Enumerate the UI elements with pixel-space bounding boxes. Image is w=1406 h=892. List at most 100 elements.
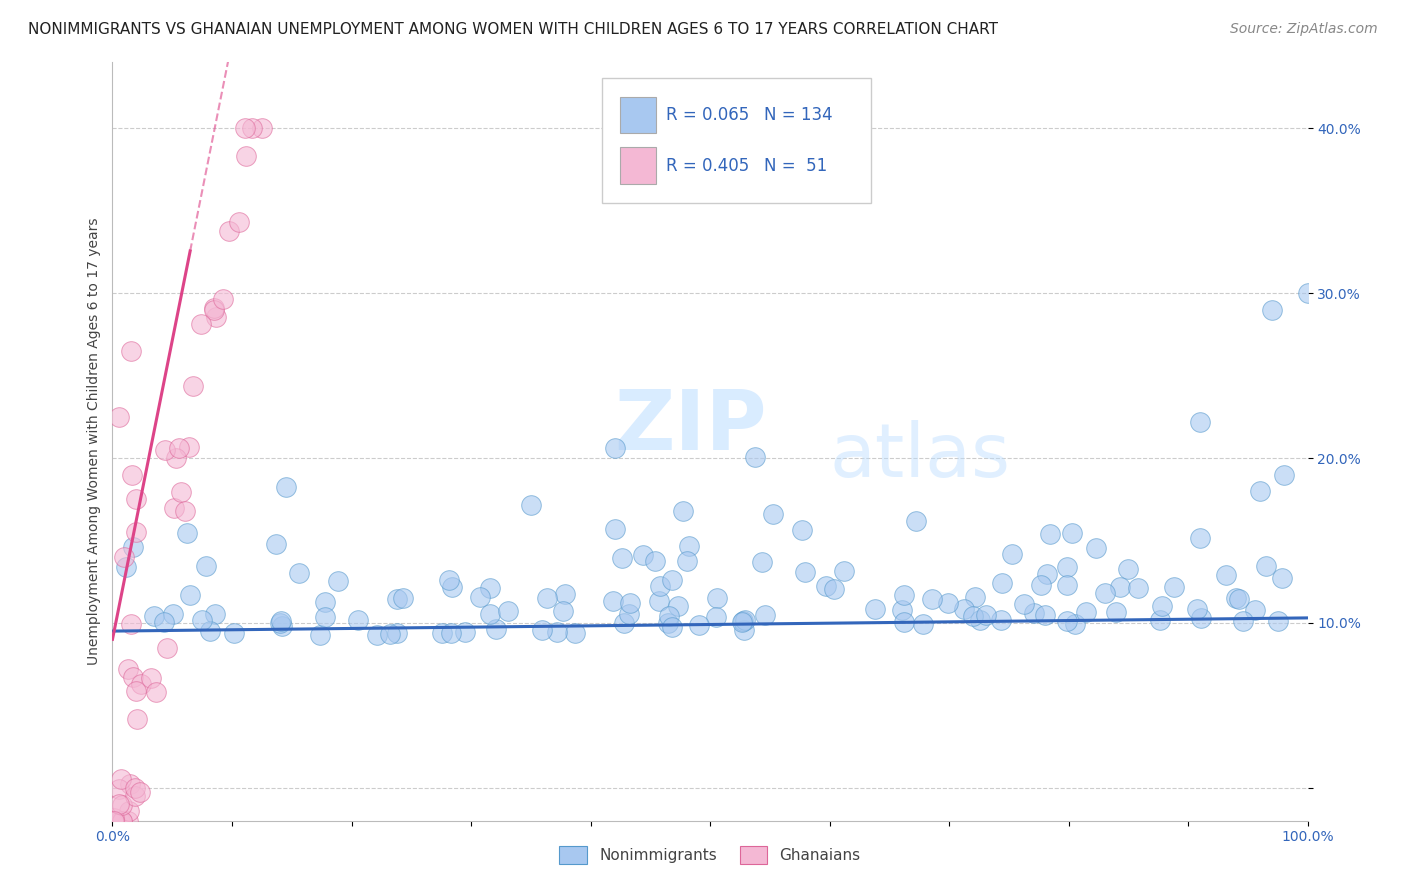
- Point: [823, 582, 845, 596]
- Y-axis label: Unemployment Among Women with Children Ages 6 to 17 years: Unemployment Among Women with Children A…: [87, 218, 101, 665]
- Point: [1185, 601, 1208, 615]
- Point: [1215, 567, 1237, 582]
- Point: [378, 627, 401, 641]
- Point: [554, 587, 576, 601]
- Point: [974, 607, 997, 622]
- Point: [218, 224, 240, 238]
- Point: [195, 558, 218, 573]
- Point: [125, 712, 148, 726]
- FancyBboxPatch shape: [620, 147, 657, 184]
- Point: [1094, 586, 1116, 600]
- Point: [176, 525, 198, 540]
- Text: N = 134: N = 134: [763, 106, 832, 124]
- FancyBboxPatch shape: [620, 96, 657, 133]
- Point: [108, 409, 131, 424]
- Point: [904, 514, 927, 528]
- Point: [103, 811, 125, 825]
- Point: [762, 507, 785, 521]
- Point: [110, 814, 132, 828]
- Text: atlas: atlas: [830, 420, 1011, 493]
- Point: [1116, 562, 1139, 576]
- Point: [666, 599, 689, 614]
- Point: [1189, 610, 1212, 624]
- Point: [605, 441, 627, 455]
- Legend: Nonimmigrants, Ghanaians: Nonimmigrants, Ghanaians: [554, 840, 866, 870]
- Point: [1225, 591, 1247, 606]
- Point: [162, 607, 184, 622]
- Point: [1074, 605, 1097, 619]
- Point: [1296, 286, 1319, 301]
- Point: [108, 782, 131, 797]
- Point: [1189, 416, 1212, 430]
- FancyBboxPatch shape: [603, 78, 872, 202]
- Point: [911, 617, 934, 632]
- Point: [1272, 467, 1295, 482]
- Point: [366, 628, 388, 642]
- Point: [205, 310, 228, 324]
- Point: [124, 492, 146, 507]
- Point: [619, 595, 641, 609]
- Point: [112, 549, 135, 564]
- Point: [661, 620, 683, 634]
- Point: [602, 594, 624, 608]
- Point: [269, 615, 291, 630]
- Point: [678, 540, 700, 554]
- Point: [118, 804, 141, 818]
- Point: [564, 625, 586, 640]
- Point: [1149, 613, 1171, 627]
- Point: [153, 615, 176, 629]
- Point: [111, 814, 134, 828]
- Point: [1031, 578, 1053, 592]
- Point: [754, 607, 776, 622]
- Point: [1036, 567, 1059, 582]
- Point: [170, 485, 193, 500]
- Text: R = 0.065: R = 0.065: [666, 106, 749, 124]
- Point: [790, 523, 813, 537]
- Point: [122, 540, 145, 554]
- Point: [688, 617, 710, 632]
- Point: [314, 610, 336, 624]
- Text: R = 0.405: R = 0.405: [666, 157, 749, 176]
- Point: [1033, 607, 1056, 622]
- Point: [1189, 531, 1212, 545]
- Point: [120, 343, 142, 358]
- Point: [1012, 597, 1035, 611]
- Point: [167, 441, 190, 455]
- Point: [1270, 571, 1292, 585]
- Point: [309, 628, 332, 642]
- Point: [124, 789, 146, 803]
- Point: [990, 613, 1012, 627]
- Point: [1249, 483, 1271, 498]
- Point: [733, 614, 755, 628]
- Point: [734, 613, 756, 627]
- Point: [893, 615, 915, 629]
- Point: [1060, 526, 1083, 541]
- Point: [1150, 599, 1173, 614]
- Point: [832, 565, 855, 579]
- Text: NONIMMIGRANTS VS GHANAIAN UNEMPLOYMENT AMONG WOMEN WITH CHILDREN AGES 6 TO 17 YE: NONIMMIGRANTS VS GHANAIAN UNEMPLOYMENT A…: [28, 22, 998, 37]
- Point: [613, 616, 636, 631]
- Point: [129, 677, 152, 691]
- Point: [110, 772, 132, 787]
- Point: [125, 525, 148, 540]
- Point: [117, 814, 139, 828]
- Point: [1022, 606, 1045, 620]
- Point: [326, 574, 349, 589]
- Point: [103, 814, 125, 828]
- Point: [156, 640, 179, 655]
- Point: [520, 499, 543, 513]
- Point: [478, 607, 501, 622]
- Point: [437, 574, 460, 588]
- Point: [478, 581, 501, 595]
- Point: [706, 591, 728, 606]
- Point: [1001, 547, 1024, 561]
- Point: [198, 624, 221, 638]
- Point: [125, 684, 148, 698]
- Point: [430, 626, 453, 640]
- Point: [733, 623, 755, 637]
- Point: [264, 537, 287, 551]
- Point: [222, 626, 245, 640]
- Point: [142, 608, 165, 623]
- Point: [440, 580, 463, 594]
- Point: [103, 814, 125, 828]
